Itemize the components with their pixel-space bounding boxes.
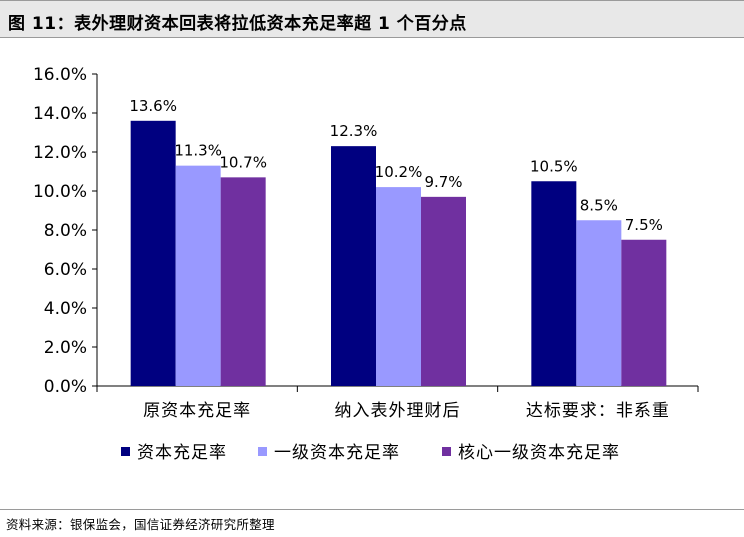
bar-data-label: 9.7% <box>424 173 462 191</box>
legend-swatch <box>258 447 267 456</box>
figure-title: 图 11：表外理财资本回表将拉低资本充足率超 1 个百分点 <box>8 14 467 34</box>
bar <box>531 181 577 386</box>
y-tick-label: 2.0% <box>44 338 87 358</box>
x-category-label: 达标要求：非系重 <box>526 401 670 421</box>
bar <box>175 165 221 386</box>
figure-header: 图 11：表外理财资本回表将拉低资本充足率超 1 个百分点 <box>0 0 744 38</box>
chart-legend: 资本充足率 一级资本充足率 核心一级资本充足率 <box>121 443 620 463</box>
bar-data-label: 10.2% <box>375 163 423 181</box>
bar-data-label: 10.5% <box>530 157 578 175</box>
bar <box>576 220 622 386</box>
legend-swatch <box>121 447 130 456</box>
chart-data-labels: 13.6% 12.3% 10.5% 11.3% 10.2% 8.5% 10.7% 9.7% 7.… <box>129 97 663 234</box>
source-note: 资料来源：银保监会，国信证券经济研究所整理 <box>6 517 275 532</box>
y-tick-label: 16.0% <box>33 65 87 85</box>
bar-data-label: 8.5% <box>580 196 618 214</box>
legend-label: 一级资本充足率 <box>274 443 400 463</box>
legend-label: 核心一级资本充足率 <box>458 443 620 463</box>
y-tick-label: 0.0% <box>44 377 87 397</box>
bar <box>130 120 176 387</box>
bar <box>220 177 266 386</box>
y-tick-label: 14.0% <box>33 104 87 124</box>
legend-swatch <box>442 447 451 456</box>
bar-chart: 0.0% 2.0% 4.0% 6.0% 8.0% 10.0% 12.0% 14.0% 16.0%… <box>33 65 699 463</box>
legend-label: 资本充足率 <box>137 443 227 463</box>
bar <box>421 196 466 386</box>
footer-divider <box>0 509 744 510</box>
bar <box>621 239 667 386</box>
y-tick-label: 10.0% <box>33 182 87 202</box>
x-category-label: 原资本充足率 <box>143 401 251 421</box>
y-tick-label: 12.0% <box>33 143 87 163</box>
chart-axes: 0.0% 2.0% 4.0% 6.0% 8.0% 10.0% 12.0% 14.0% 16.0%… <box>33 65 699 421</box>
bar-data-label: 10.7% <box>219 153 267 171</box>
y-tick-label: 8.0% <box>44 221 87 241</box>
bar <box>376 187 421 386</box>
bar-data-label: 11.3% <box>174 142 222 160</box>
y-tick-label: 6.0% <box>44 260 87 280</box>
bar-data-label: 12.3% <box>330 122 378 140</box>
y-tick-label: 4.0% <box>44 299 87 319</box>
chart-bars <box>130 120 667 387</box>
bar <box>331 146 376 386</box>
x-category-label: 纳入表外理财后 <box>335 401 461 421</box>
bar-data-label: 13.6% <box>129 97 177 115</box>
bar-data-label: 7.5% <box>625 216 663 234</box>
